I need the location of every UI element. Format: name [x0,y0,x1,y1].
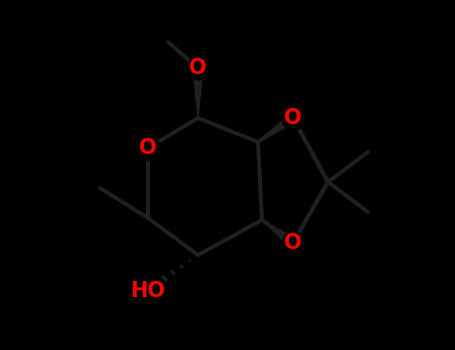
Text: HO: HO [131,281,166,301]
Text: O: O [284,233,302,253]
Polygon shape [258,114,296,142]
Polygon shape [193,68,203,118]
Polygon shape [262,220,296,247]
Text: O: O [284,108,302,128]
Text: O: O [139,138,157,158]
Text: O: O [189,58,207,78]
